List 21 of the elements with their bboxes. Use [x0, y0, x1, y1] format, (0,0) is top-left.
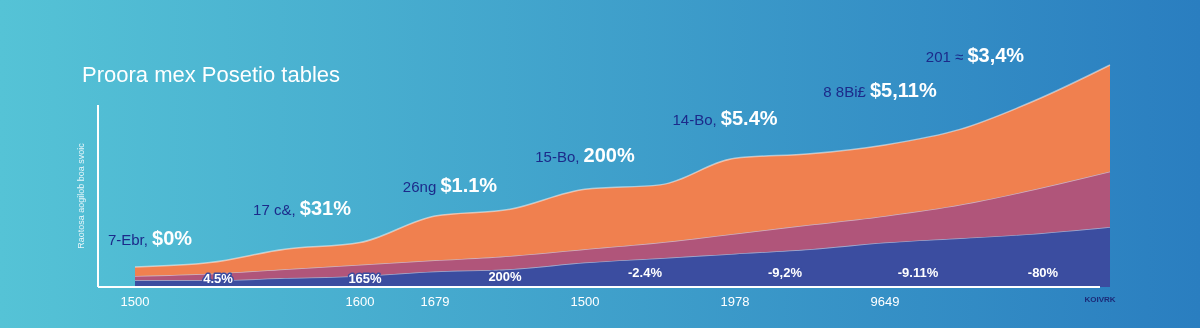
annotation: -80% — [1027, 265, 1059, 280]
annotation: 14-Bo, $5.4% — [672, 107, 778, 129]
annotation: 200% — [488, 269, 523, 284]
annotation: 7-Ebr, $0% — [107, 227, 193, 249]
x-tick-label: 1978 — [720, 294, 750, 309]
annotation: 8 8Bi£ $5,11% — [823, 79, 937, 101]
y-axis-title: Raotosa aogilob boa svoic — [76, 142, 86, 249]
text: KOIVRK — [1084, 295, 1116, 304]
x-tick-label: 1500 — [120, 294, 150, 309]
annotation: 201 ≈ $3,4% — [925, 44, 1025, 66]
annotation: -2.4% — [628, 265, 663, 280]
annotation: 17 c&, $31% — [253, 197, 352, 219]
annotation: 15-Bo, 200% — [535, 144, 635, 166]
annotation: -9,2% — [768, 265, 803, 280]
x-tick-label: 1500 — [570, 294, 600, 309]
annotation: -9.11% — [897, 265, 939, 280]
annotation: 26ng $1.1% — [402, 174, 498, 196]
x-tick-label: 9649 — [870, 294, 900, 309]
x-tick-label: 1600 — [345, 294, 375, 309]
x-tick-label: 1679 — [420, 294, 450, 309]
chart-title: Proora mex Posetio tables — [82, 62, 341, 87]
